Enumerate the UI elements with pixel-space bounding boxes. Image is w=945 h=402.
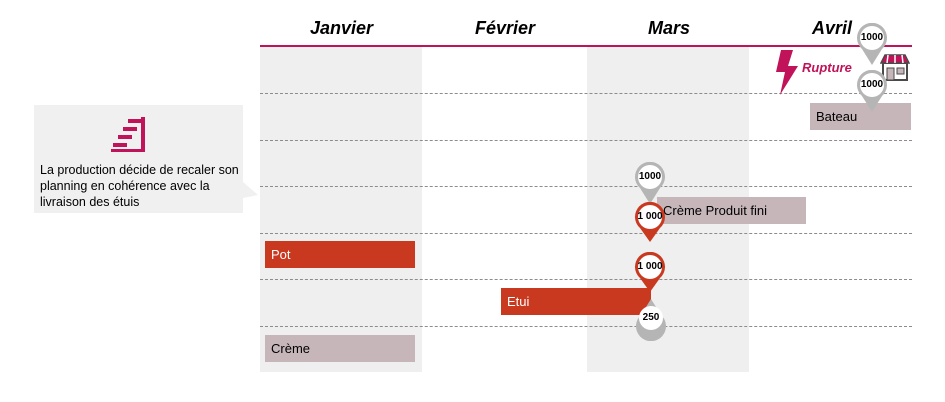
- callout-text: La production décide de recaler son plan…: [40, 163, 239, 209]
- store-icon: [880, 54, 910, 81]
- row-divider: [260, 326, 912, 327]
- row-divider: [260, 140, 912, 141]
- bar-pot: Pot: [265, 241, 415, 268]
- row-divider: [260, 93, 912, 94]
- pin-value: 1 000: [637, 211, 663, 222]
- pin-value: 250: [642, 312, 660, 323]
- production-stairs-icon: [111, 117, 145, 152]
- pin-value: 1000: [638, 171, 662, 182]
- pin-mars-creme-red: 1 000: [635, 201, 665, 251]
- header-divider: [260, 45, 912, 47]
- month-fevrier: Février: [475, 18, 536, 38]
- pin-value: 1000: [860, 79, 884, 90]
- bar-bateau: Bateau: [810, 103, 911, 130]
- callout-box: [34, 105, 258, 213]
- pin-mars-creme-grey: 1000: [635, 161, 665, 211]
- month-avril: Avril: [812, 18, 853, 38]
- month-janvier: Janvier: [310, 18, 374, 38]
- row-divider: [260, 279, 912, 280]
- pin-avril-bottom: 1000: [857, 69, 887, 119]
- janvier-column: [260, 47, 422, 372]
- lightning-icon: [776, 50, 798, 95]
- pin-value: 1000: [860, 32, 884, 43]
- pin-mars-etui-red: 1 000: [635, 251, 665, 301]
- bar-creme: Crème: [265, 335, 415, 362]
- row-divider: [260, 233, 912, 234]
- pin-avril-top: 1000: [857, 22, 887, 72]
- rupture-label: Rupture: [802, 60, 852, 75]
- bar-etui: Etui: [501, 288, 651, 315]
- bar-creme-produit-fini: Crème Produit fini: [657, 197, 806, 224]
- month-mars: Mars: [648, 18, 691, 38]
- row-divider: [260, 186, 912, 187]
- pin-value: 1 000: [637, 261, 663, 272]
